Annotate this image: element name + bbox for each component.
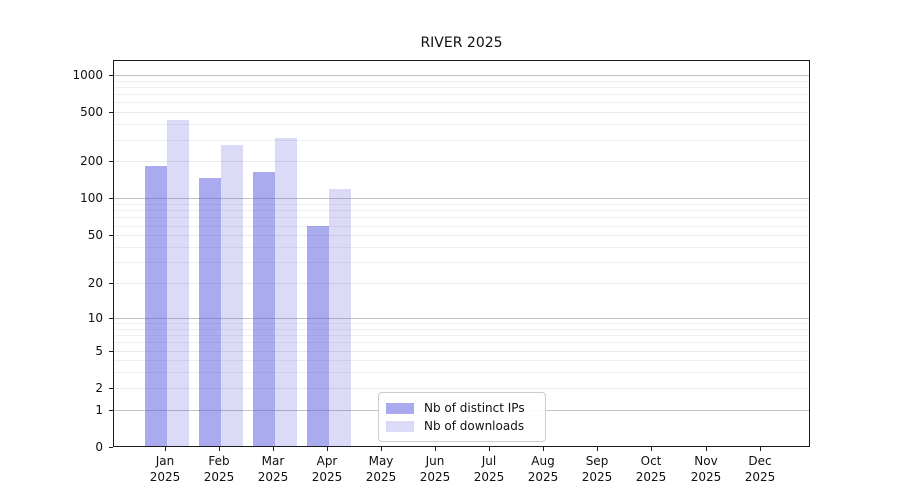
y-tick-label: 0 <box>95 440 103 454</box>
bar-downloads <box>167 120 189 446</box>
x-tick-label: Sep 2025 <box>581 454 613 484</box>
y-tick-mark <box>109 75 113 76</box>
gridline-minor <box>114 247 809 248</box>
x-tick-label: Nov 2025 <box>690 454 722 484</box>
gridline-major <box>114 198 809 199</box>
x-tick-mark <box>706 447 707 451</box>
gridline-minor <box>114 262 809 263</box>
bar-distinct-ips <box>199 178 221 446</box>
x-tick-label: May 2025 <box>365 454 397 484</box>
y-tick-mark <box>109 161 113 162</box>
x-tick-mark <box>489 447 490 451</box>
chart-title: RIVER 2025 <box>420 35 503 51</box>
x-tick-mark <box>327 447 328 451</box>
gridline-minor <box>114 81 809 82</box>
gridline-minor <box>114 87 809 88</box>
gridline-minor <box>114 94 809 95</box>
bar-downloads <box>329 189 351 446</box>
x-tick-label: Oct 2025 <box>635 454 667 484</box>
gridline-minor <box>114 161 809 162</box>
y-tick-mark <box>109 388 113 389</box>
gridline-minor <box>114 360 809 361</box>
gridline-minor <box>114 204 809 205</box>
x-tick-mark <box>760 447 761 451</box>
gridline-minor <box>114 102 809 103</box>
y-tick-mark <box>109 447 113 448</box>
y-tick-label: 100 <box>80 191 103 205</box>
legend-swatch <box>386 420 414 432</box>
gridline-minor <box>114 210 809 211</box>
x-tick-label: Aug 2025 <box>527 454 559 484</box>
bar-downloads <box>221 145 243 446</box>
gridline-minor <box>114 124 809 125</box>
y-tick-mark <box>109 235 113 236</box>
legend: Nb of distinct IPs Nb of downloads <box>378 392 546 442</box>
gridline-minor <box>114 226 809 227</box>
gridline-major <box>114 318 809 319</box>
gridline-minor <box>114 283 809 284</box>
legend-rows: Nb of distinct IPs Nb of downloads <box>386 400 537 434</box>
gridline-minor <box>114 351 809 352</box>
y-tick-mark <box>109 410 113 411</box>
legend-item: Nb of distinct IPs <box>386 400 537 416</box>
x-tick-mark <box>273 447 274 451</box>
plot-area <box>113 60 810 447</box>
x-tick-label: Jan 2025 <box>149 454 181 484</box>
gridline-minor <box>114 335 809 336</box>
y-tick-mark <box>109 318 113 319</box>
y-tick-label: 50 <box>87 228 103 242</box>
x-tick-mark <box>381 447 382 451</box>
legend-label: Nb of distinct IPs <box>424 401 525 415</box>
y-tick-label: 1000 <box>72 68 103 82</box>
legend-swatch <box>386 402 414 414</box>
x-tick-mark <box>219 447 220 451</box>
y-tick-label: 1 <box>95 403 103 417</box>
gridline-minor <box>114 323 809 324</box>
x-tick-mark <box>597 447 598 451</box>
x-tick-label: Jul 2025 <box>473 454 505 484</box>
x-tick-mark <box>435 447 436 451</box>
x-tick-label: Dec 2025 <box>744 454 776 484</box>
y-tick-label: 200 <box>80 154 103 168</box>
legend-item: Nb of downloads <box>386 418 537 434</box>
gridline-major <box>114 75 809 76</box>
x-tick-label: Feb 2025 <box>203 454 235 484</box>
y-tick-mark <box>109 283 113 284</box>
bar-downloads <box>275 138 297 446</box>
y-tick-label: 500 <box>80 105 103 119</box>
x-tick-label: Jun 2025 <box>419 454 451 484</box>
gridline-minor <box>114 217 809 218</box>
y-tick-label: 20 <box>87 276 103 290</box>
gridline-minor <box>114 140 809 141</box>
gridline-minor <box>114 342 809 343</box>
x-tick-mark <box>165 447 166 451</box>
x-tick-mark <box>543 447 544 451</box>
y-tick-label: 10 <box>87 311 103 325</box>
bar-distinct-ips <box>307 226 329 446</box>
legend-label: Nb of downloads <box>424 419 525 433</box>
y-tick-label: 2 <box>95 381 103 395</box>
bar-distinct-ips <box>253 172 275 446</box>
y-tick-mark <box>109 351 113 352</box>
y-tick-mark <box>109 112 113 113</box>
bar-distinct-ips <box>145 166 167 446</box>
y-tick-label: 5 <box>95 344 103 358</box>
gridline-minor <box>114 388 809 389</box>
y-tick-mark <box>109 198 113 199</box>
gridline-minor <box>114 329 809 330</box>
gridline-minor <box>114 235 809 236</box>
gridline-minor <box>114 112 809 113</box>
gridline-minor <box>114 372 809 373</box>
x-tick-label: Apr 2025 <box>311 454 343 484</box>
x-tick-mark <box>651 447 652 451</box>
x-tick-label: Mar 2025 <box>257 454 289 484</box>
